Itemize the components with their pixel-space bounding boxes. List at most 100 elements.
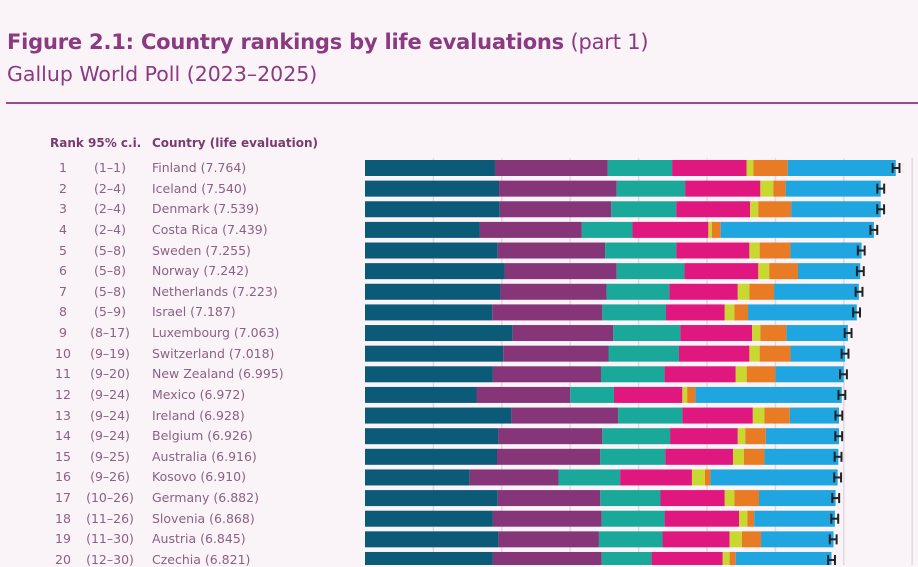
bar-segment-3 <box>598 531 663 548</box>
rank-value: 5 <box>59 242 67 258</box>
rank-header: Rank <box>50 136 84 150</box>
bar-segment-3 <box>616 263 685 280</box>
bar-segment-1 <box>365 386 477 403</box>
country-label: Netherlands (7.223) <box>152 283 278 299</box>
bar-segment-2 <box>500 283 607 300</box>
rank-value: 16 <box>55 469 71 485</box>
bar-segment-7 <box>761 531 834 548</box>
bar-segment-7 <box>791 201 881 218</box>
bar-segment-6 <box>741 531 762 548</box>
ci-value: (11–26) <box>86 510 134 526</box>
bar-segment-4 <box>670 428 738 445</box>
bar-segment-1 <box>365 283 501 300</box>
title-part: (part 1) <box>570 30 649 54</box>
error-bar <box>843 328 853 339</box>
ci-value: (2–4) <box>94 201 126 217</box>
country-label: Czechia (6.821) <box>152 551 251 567</box>
ci-value: (10–26) <box>86 490 134 506</box>
rank-value: 6 <box>59 263 67 279</box>
error-bar <box>837 389 847 400</box>
bar-segment-6 <box>773 180 786 197</box>
ci-value: (9–20) <box>90 366 130 382</box>
ci-header: 95% c.i. <box>88 136 142 150</box>
bar-segment-5 <box>729 531 742 548</box>
bar-segment-4 <box>660 490 725 507</box>
country-label: Kosovo (6.910) <box>152 469 246 485</box>
bar-segment-6 <box>711 221 721 238</box>
bar-segment-3 <box>613 325 681 342</box>
rank-value: 13 <box>55 407 71 423</box>
bar-segment-5 <box>682 386 688 403</box>
bar-segment-2 <box>497 242 606 259</box>
bar-segment-7 <box>797 263 861 280</box>
ci-value: (9–25) <box>90 448 130 464</box>
ci-value: (9–19) <box>90 345 130 361</box>
bar-segment-4 <box>680 325 753 342</box>
error-bar <box>831 493 841 504</box>
bar-segment-3 <box>605 242 677 259</box>
bar-segment-3 <box>601 551 652 565</box>
country-label: Germany (6.882) <box>152 490 259 506</box>
bar-segment-2 <box>492 510 602 527</box>
error-bar <box>830 513 840 524</box>
bar-segment-7 <box>765 428 840 445</box>
bar-segment-5 <box>739 510 748 527</box>
bar-segment-6 <box>759 345 791 362</box>
bar-segment-6 <box>758 201 792 218</box>
country-label: Finland (7.764) <box>152 160 247 175</box>
bar-segment-1 <box>365 201 500 218</box>
bar-segment-5 <box>724 490 735 507</box>
rank-value: 15 <box>55 448 71 464</box>
bar-segment-2 <box>497 448 601 465</box>
bar-segment-1 <box>365 531 499 548</box>
bar-segment-2 <box>494 160 608 176</box>
bar-segment-4 <box>669 283 738 300</box>
ci-value: (9–24) <box>90 386 130 402</box>
bar-segment-2 <box>512 325 614 342</box>
bar-segment-2 <box>492 304 603 321</box>
rank-value: 12 <box>55 386 71 402</box>
country-label: Iceland (7.540) <box>152 180 247 196</box>
bar-segment-5 <box>691 469 705 486</box>
bar-segment-3 <box>602 428 671 445</box>
bar-segment-7 <box>710 469 838 486</box>
bar-segment-2 <box>492 366 601 383</box>
rank-value: 19 <box>55 531 71 547</box>
bar-segment-3 <box>606 283 670 300</box>
error-bar <box>876 183 886 194</box>
bar-segment-4 <box>678 345 750 362</box>
bar-segment-1 <box>365 221 480 238</box>
error-bar <box>852 307 862 318</box>
error-bar <box>855 266 865 277</box>
ci-value: (9–24) <box>90 428 130 444</box>
country-label: Switzerland (7.018) <box>152 345 275 361</box>
bar-segment-5 <box>732 448 744 465</box>
bar-segment-3 <box>601 510 665 527</box>
rank-value: 7 <box>59 283 67 299</box>
country-label: Costa Rica (7.439) <box>152 221 268 237</box>
bar-segment-2 <box>503 345 609 362</box>
bar-segment-3 <box>611 201 677 218</box>
bar-segment-5 <box>760 180 774 197</box>
bar-segment-1 <box>365 345 504 362</box>
bar-segment-2 <box>497 490 601 507</box>
chart-title: Figure 2.1: Country rankings by life eva… <box>7 30 649 54</box>
bar-segment-1 <box>365 242 498 259</box>
bar-segment-6 <box>753 160 788 176</box>
bar-segment-7 <box>774 283 859 300</box>
error-bar <box>833 451 843 462</box>
title-main: Figure 2.1: Country rankings by life eva… <box>7 30 564 54</box>
bar-segment-2 <box>499 201 612 218</box>
bar-segment-1 <box>365 551 493 565</box>
error-bar <box>827 554 836 565</box>
bar-segment-3 <box>608 345 679 362</box>
bar-segment-6 <box>734 490 759 507</box>
ci-value: (12–30) <box>86 551 134 567</box>
bar-segment-5 <box>749 345 760 362</box>
bar-segment-5 <box>752 407 765 424</box>
ci-value: (2–4) <box>94 221 126 237</box>
bar-segment-2 <box>479 221 582 238</box>
bar-segment-7 <box>748 304 857 321</box>
bar-segment-3 <box>570 386 614 403</box>
